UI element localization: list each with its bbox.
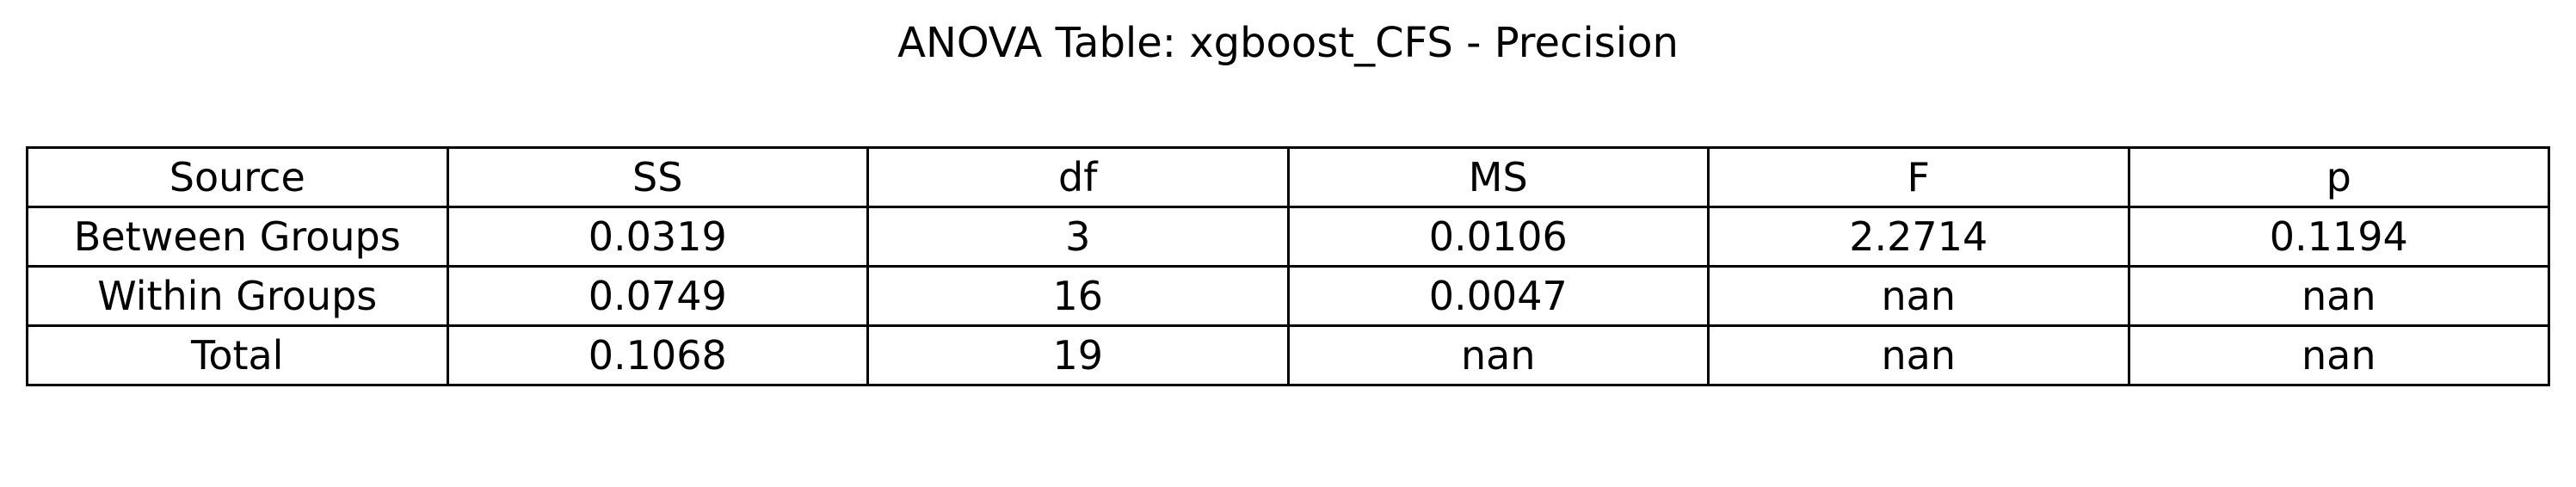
cell-df: 3	[866, 206, 1290, 268]
cell-ss: 0.0319	[446, 206, 869, 268]
table-row-between-groups: Between Groups 0.0319 3 0.0106 2.2714 0.…	[26, 206, 2550, 268]
header-cell-ms: MS	[1286, 146, 1710, 208]
cell-source: Total	[26, 324, 449, 386]
anova-table: Source SS df MS F p Between Groups 0.031…	[26, 146, 2550, 386]
cell-f: 2.2714	[1707, 206, 2130, 268]
cell-p: 0.1194	[2127, 206, 2550, 268]
cell-ss: 0.1068	[446, 324, 869, 386]
table-row-within-groups: Within Groups 0.0749 16 0.0047 nan nan	[26, 265, 2550, 327]
cell-ms: 0.0106	[1286, 206, 1710, 268]
cell-df: 19	[866, 324, 1290, 386]
header-cell-f: F	[1707, 146, 2130, 208]
cell-ms: 0.0047	[1286, 265, 1710, 327]
cell-p: nan	[2127, 324, 2550, 386]
cell-df: 16	[866, 265, 1290, 327]
cell-ms: nan	[1286, 324, 1710, 386]
header-row: Source SS df MS F p	[26, 146, 2550, 208]
cell-f: nan	[1707, 265, 2130, 327]
table-row-total: Total 0.1068 19 nan nan nan	[26, 324, 2550, 386]
header-cell-df: df	[866, 146, 1290, 208]
header-cell-p: p	[2127, 146, 2550, 208]
header-cell-ss: SS	[446, 146, 869, 208]
cell-p: nan	[2127, 265, 2550, 327]
cell-ss: 0.0749	[446, 265, 869, 327]
header-cell-source: Source	[26, 146, 449, 208]
cell-source: Within Groups	[26, 265, 449, 327]
cell-source: Between Groups	[26, 206, 449, 268]
cell-f: nan	[1707, 324, 2130, 386]
table-title: ANOVA Table: xgboost_CFS - Precision	[897, 19, 1679, 67]
